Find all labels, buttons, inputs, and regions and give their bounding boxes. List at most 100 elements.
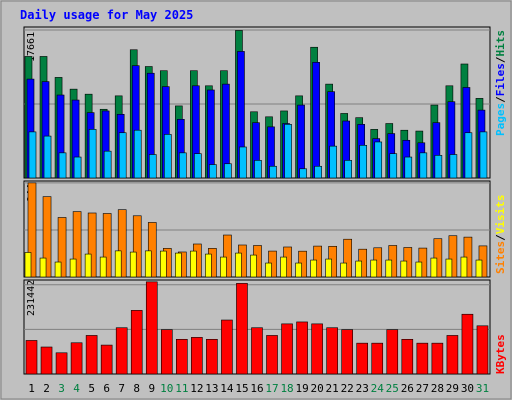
xtick-day-1: 1 bbox=[28, 382, 35, 395]
bar-kbytes-day-27 bbox=[416, 342, 429, 375]
bar-pages-day-11 bbox=[179, 152, 187, 179]
bar-pages-day-23 bbox=[359, 145, 368, 179]
bar-pages-day-28 bbox=[434, 155, 443, 179]
legend-visits: Visits bbox=[494, 195, 507, 235]
bar-visits-day-29 bbox=[445, 258, 453, 278]
bar-sites-day-1 bbox=[27, 182, 37, 278]
xtick-day-16: 16 bbox=[250, 382, 263, 395]
xtick-day-18: 18 bbox=[280, 382, 293, 395]
xtick-day-3: 3 bbox=[58, 382, 65, 395]
xtick-day-6: 6 bbox=[103, 382, 110, 395]
bar-sites-day-4 bbox=[72, 211, 82, 278]
legend-files: Files bbox=[494, 63, 507, 96]
bar-visits-day-13 bbox=[205, 253, 212, 278]
bar-kbytes-day-20 bbox=[311, 323, 323, 375]
bar-files-day-19 bbox=[297, 104, 305, 179]
bar-pages-day-17 bbox=[269, 165, 277, 179]
bar-pages-day-5 bbox=[88, 129, 97, 179]
xtick-day-7: 7 bbox=[118, 382, 125, 395]
legend-hits-files-pages: Pages/Files/Hits bbox=[494, 30, 507, 136]
xtick-day-21: 21 bbox=[326, 382, 339, 395]
bar-pages-day-15 bbox=[239, 146, 247, 179]
legend-kbytes-label: KBytes bbox=[494, 334, 507, 374]
bar-pages-day-10 bbox=[163, 134, 172, 179]
xtick-day-5: 5 bbox=[88, 382, 95, 395]
legend-pages: Pages bbox=[494, 103, 507, 136]
xtick-day-8: 8 bbox=[133, 382, 140, 395]
bar-visits-day-4 bbox=[69, 258, 77, 278]
bar-kbytes-day-4 bbox=[70, 342, 83, 375]
xtick-day-14: 14 bbox=[220, 382, 234, 395]
bar-visits-day-28 bbox=[430, 257, 438, 278]
bar-sites-day-22 bbox=[343, 238, 352, 278]
bar-visits-day-8 bbox=[129, 251, 137, 278]
bar-pages-day-6 bbox=[103, 150, 112, 179]
bar-sites-day-2 bbox=[42, 196, 52, 278]
xtick-day-4: 4 bbox=[73, 382, 80, 395]
bar-pages-day-12 bbox=[194, 153, 202, 179]
bar-pages-day-20 bbox=[314, 165, 322, 179]
xtick-day-24: 24 bbox=[371, 382, 385, 395]
legend-kbytes: KBytes bbox=[494, 334, 507, 374]
bar-sites-day-7 bbox=[117, 209, 127, 278]
bar-visits-day-26 bbox=[400, 260, 408, 278]
xtick-day-27: 27 bbox=[416, 382, 429, 395]
xtick-day-19: 19 bbox=[295, 382, 308, 395]
bar-kbytes-day-12 bbox=[191, 337, 203, 375]
bar-kbytes-day-17 bbox=[266, 335, 278, 375]
bar-pages-day-3 bbox=[58, 152, 67, 179]
legend-sites: Sites bbox=[494, 241, 507, 274]
xtick-day-29: 29 bbox=[446, 382, 459, 395]
bar-visits-day-7 bbox=[114, 250, 122, 278]
bar-pages-day-26 bbox=[404, 156, 413, 179]
bar-visits-day-2 bbox=[39, 257, 47, 278]
xtick-day-31: 31 bbox=[476, 382, 489, 395]
bar-kbytes-day-14 bbox=[221, 319, 233, 375]
legend-visits-sites: Sites/Visits bbox=[494, 195, 507, 275]
bar-kbytes-day-16 bbox=[251, 327, 263, 375]
panel-visits-sites: 944 Sites/Visits bbox=[23, 180, 507, 278]
bar-kbytes-day-26 bbox=[401, 338, 414, 375]
bar-kbytes-day-10 bbox=[160, 329, 173, 375]
bar-visits-day-9 bbox=[144, 250, 152, 278]
bar-visits-day-20 bbox=[310, 259, 317, 278]
ytick-max-hits: 17661 bbox=[26, 32, 37, 62]
bar-pages-day-13 bbox=[209, 164, 217, 179]
xtick-day-22: 22 bbox=[341, 382, 354, 395]
xtick-day-30: 30 bbox=[461, 382, 474, 395]
bar-kbytes-day-22 bbox=[341, 329, 353, 375]
bar-pages-day-14 bbox=[224, 163, 232, 179]
bar-visits-day-24 bbox=[370, 259, 378, 278]
xtick-day-12: 12 bbox=[190, 382, 203, 395]
bar-kbytes-day-8 bbox=[130, 310, 143, 375]
panel-hits-files-pages: 17661 Pages/Files/Hits bbox=[23, 26, 507, 179]
bar-sites-day-29 bbox=[448, 235, 458, 278]
bar-visits-day-1 bbox=[24, 252, 32, 278]
bar-kbytes-day-5 bbox=[85, 335, 98, 375]
bar-visits-day-14 bbox=[220, 256, 227, 278]
bar-visits-day-12 bbox=[190, 250, 197, 278]
bar-kbytes-day-31 bbox=[476, 325, 489, 375]
xtick-day-15: 15 bbox=[235, 382, 248, 395]
bar-kbytes-day-6 bbox=[100, 344, 113, 375]
bar-pages-day-8 bbox=[133, 129, 142, 179]
bar-pages-day-2 bbox=[43, 135, 52, 179]
xtick-day-2: 2 bbox=[43, 382, 50, 395]
bar-kbytes-day-21 bbox=[326, 327, 338, 375]
xtick-day-17: 17 bbox=[265, 382, 278, 395]
bar-sites-day-6 bbox=[102, 213, 112, 278]
bar-visits-day-25 bbox=[385, 259, 393, 278]
bar-pages-day-7 bbox=[118, 132, 127, 179]
bar-kbytes-day-28 bbox=[431, 342, 444, 375]
bar-visits-day-22 bbox=[340, 262, 347, 278]
bar-kbytes-day-18 bbox=[281, 323, 293, 375]
chart-title: Daily usage for May 2025 bbox=[20, 8, 193, 22]
legend-sep-2: / bbox=[494, 56, 507, 63]
bar-visits-day-6 bbox=[99, 256, 107, 278]
xtick-day-26: 26 bbox=[401, 382, 414, 395]
bar-visits-day-3 bbox=[54, 261, 62, 278]
legend-sep-3: / bbox=[494, 234, 507, 241]
xtick-day-23: 23 bbox=[356, 382, 369, 395]
